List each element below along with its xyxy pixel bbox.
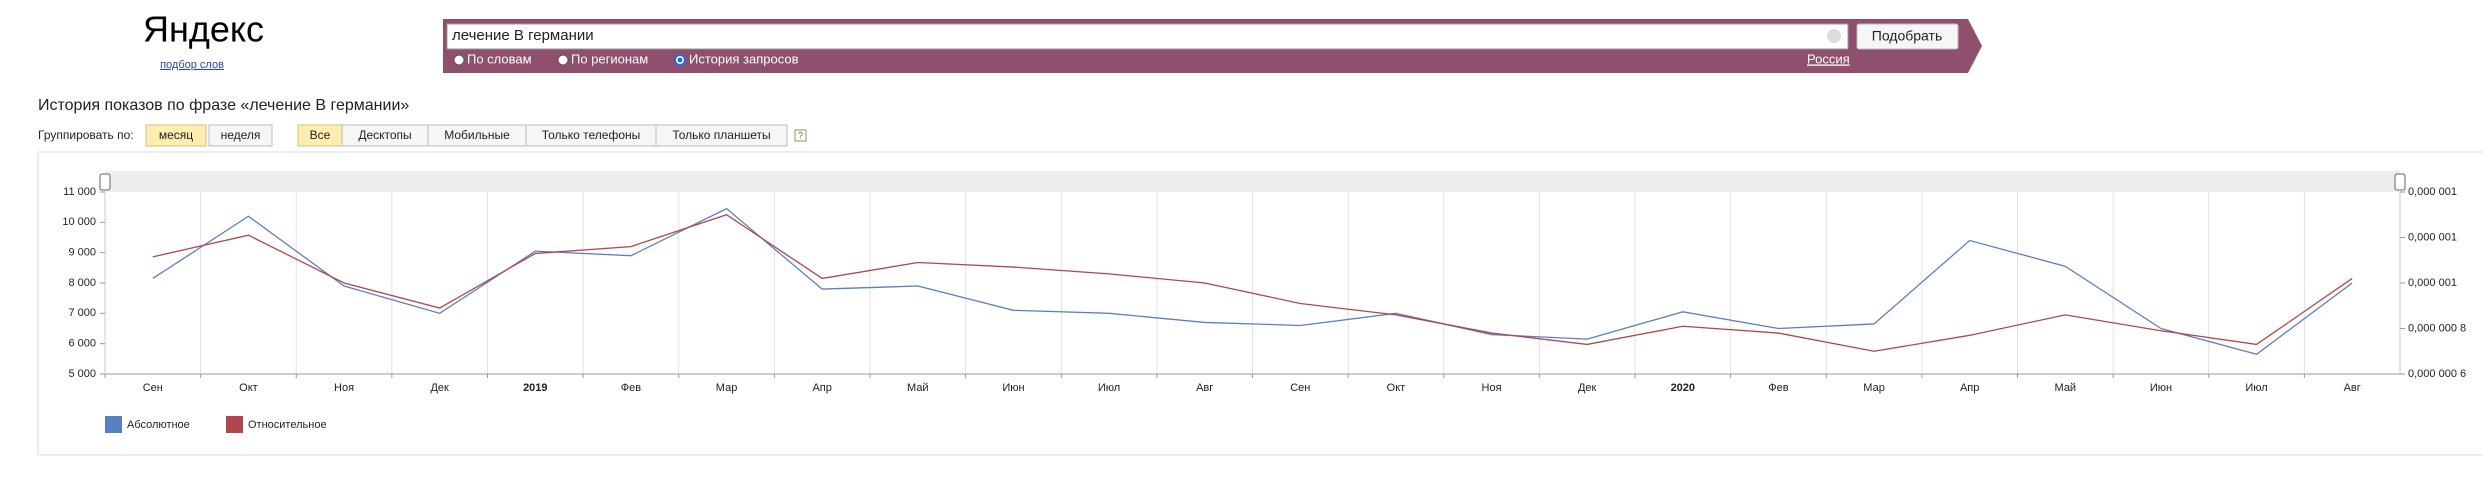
search-input[interactable]	[446, 23, 1849, 50]
x-tick-label: Июн	[2150, 382, 2172, 394]
x-tick-label: Авг	[2344, 382, 2361, 394]
device-option[interactable]: Только планшеты	[672, 128, 770, 142]
y2-tick-label: 0,000 001	[2408, 277, 2457, 289]
x-tick-label: Июл	[2245, 382, 2267, 394]
slider-handle[interactable]	[2394, 173, 2406, 191]
x-tick-label: Окт	[239, 382, 258, 394]
submit-label[interactable]: Подобрать	[1872, 28, 1943, 44]
x-tick-label: Июл	[1098, 382, 1120, 394]
y-tick-label: 5 000	[68, 368, 96, 380]
clear-icon[interactable]	[1827, 29, 1841, 43]
x-tick-label: Июн	[1002, 382, 1024, 394]
help[interactable]: ?	[798, 130, 803, 140]
device-option[interactable]: Все	[310, 128, 331, 142]
series-line	[152, 207, 2353, 355]
mode[interactable]: По словам	[467, 51, 532, 66]
x-tick-label: Сен	[143, 382, 163, 394]
y-tick-label: 7 000	[68, 307, 96, 319]
logo[interactable]: Яндекс	[143, 9, 264, 50]
logo-sub[interactable]: подбор слов	[160, 59, 224, 71]
radio[interactable]	[557, 54, 569, 66]
group-option[interactable]: месяц	[159, 128, 193, 142]
x-tick-label: Ноя	[1482, 382, 1502, 394]
x-tick-label: Дек	[430, 382, 449, 394]
chart-box	[37, 151, 2483, 456]
x-tick-label: Дек	[1578, 382, 1597, 394]
x-tick-label: 2019	[523, 382, 547, 394]
x-tick-label: Май	[907, 382, 929, 394]
legend-swatch	[105, 416, 122, 433]
y2-tick-label: 0,000 000 8	[2408, 322, 2466, 334]
plot: 5 000 6 000 7 000 8 000 9 000 10 000 11 000 0,0…	[62, 186, 2466, 433]
group-label: Группировать по:	[38, 128, 134, 142]
device-option[interactable]: Мобильные	[444, 128, 510, 142]
x-tick-label: Мар	[716, 382, 738, 394]
device-option[interactable]: Только телефоны	[542, 128, 641, 142]
y2-tick-label: 0,000 000 6	[2408, 368, 2466, 380]
radio-dot	[677, 57, 683, 63]
range-slider[interactable]	[105, 171, 2400, 192]
y-tick-label: 11 000	[63, 186, 96, 198]
x-tick-label: Фев	[1768, 382, 1788, 394]
slider-handle[interactable]	[99, 173, 111, 191]
group-button[interactable]	[208, 124, 273, 147]
x-tick-label: Сен	[1290, 382, 1310, 394]
x-tick-label: Май	[2055, 382, 2077, 394]
x-tick-label: Ноя	[334, 382, 354, 394]
submit-button[interactable]	[1856, 23, 1959, 50]
radio[interactable]	[453, 54, 465, 66]
help-box[interactable]	[794, 129, 807, 142]
group-option[interactable]: неделя	[221, 128, 261, 142]
query[interactable]: лечение В германии	[452, 27, 594, 44]
x-tick-label: Мар	[1863, 382, 1885, 394]
legend-label: Относительное	[248, 419, 327, 431]
y2-tick-label: 0,000 001	[2408, 231, 2457, 243]
y-tick-label: 6 000	[68, 338, 96, 350]
x-tick-label: Окт	[1387, 382, 1406, 394]
x-tick-label: Апр	[1960, 382, 1979, 394]
y-tick-label: 8 000	[68, 277, 96, 289]
x-tick-label: Фев	[621, 382, 641, 394]
heading: История показов по фразе «лечение В герм…	[38, 97, 409, 114]
group-button[interactable]	[145, 124, 207, 147]
mode[interactable]: История запросов	[689, 51, 799, 66]
x-tick-label: Авг	[1196, 382, 1213, 394]
x-tick-label: 2020	[1671, 382, 1695, 394]
y2-tick-label: 0,000 001	[2408, 186, 2457, 198]
legend-label: Абсолютное	[127, 419, 190, 431]
device-button[interactable]	[655, 124, 788, 147]
y-tick-label: 9 000	[68, 247, 96, 259]
device-option[interactable]: Десктопы	[358, 128, 411, 142]
legend-swatch	[226, 416, 243, 433]
region[interactable]: Россия	[1807, 51, 1850, 66]
x-tick-label: Апр	[812, 382, 831, 394]
series-line	[152, 214, 2353, 352]
mode[interactable]: По регионам	[571, 51, 648, 66]
y-tick-label: 10 000	[62, 216, 96, 228]
options: месяц неделя Все Десктопы Мобильные Только те…	[145, 124, 807, 147]
